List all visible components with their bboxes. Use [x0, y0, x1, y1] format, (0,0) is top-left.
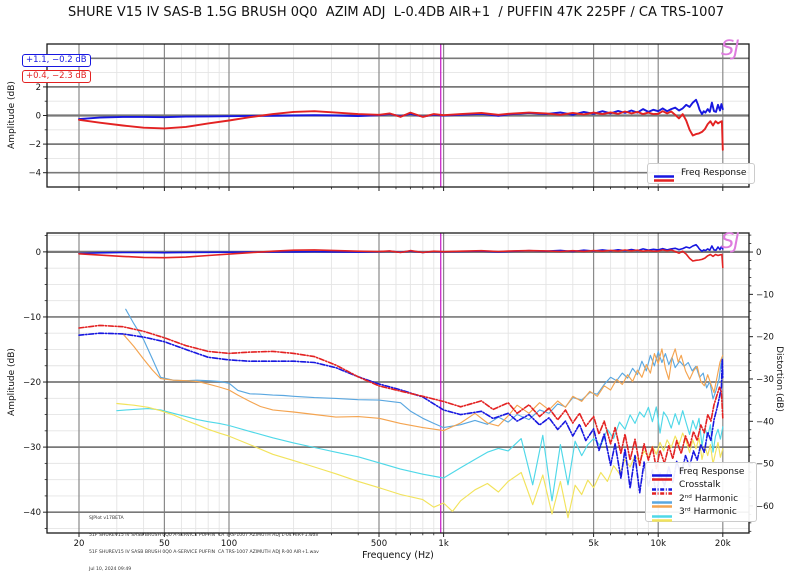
series-freq-response-r	[78, 110, 724, 151]
series-3rd-harmonic-l	[116, 406, 724, 502]
sj-watermark-top: SJ	[721, 36, 740, 60]
legend-swatch-freq-response-icon	[653, 168, 675, 182]
x-tick-label: 100	[221, 539, 237, 549]
legend-item-crosstalk: Crosstalk	[651, 479, 751, 495]
legend-item-freq-response: Freq Response	[651, 465, 751, 481]
footnote-block: SJPlot v17BETA 51F SHUREV15 IV SASB BRUS…	[89, 505, 319, 572]
y-tick-label-right: −40	[756, 417, 774, 427]
x-tick-label: 500	[371, 539, 387, 549]
x-tick-label: 5k	[588, 539, 598, 549]
series-group	[78, 243, 724, 519]
y-axis-label-distortion: Distortion (dB)	[774, 346, 784, 412]
legend-item-2nd-harmonic: 2ⁿᵈ Harmonic	[651, 492, 751, 508]
y-tick-label: −10	[23, 313, 41, 323]
y-tick-label: −30	[23, 443, 41, 453]
y-tick-label-right: −30	[756, 375, 774, 385]
y-tick-label-right: 0	[756, 248, 761, 258]
legend-label: Crosstalk	[679, 480, 721, 491]
legend-swatch-3rd-harmonic-icon	[651, 508, 673, 522]
legend-label: Freq Response	[679, 466, 745, 477]
chart-top: 420−2−4	[28, 43, 750, 191]
series-crosstalk-r	[78, 324, 724, 470]
x-axis-label-frequency: Frequency (Hz)	[362, 550, 434, 561]
x-tick-label: 10k	[650, 539, 666, 549]
series-group	[78, 98, 724, 151]
annotation-right-channel-range: +0.4, −2.3 dB	[22, 70, 91, 83]
sj-watermark-bottom: SJ	[721, 229, 740, 253]
footnote-file-left: 51F SHUREV15 IV SASB BRUSH 0Q0 A-SERVICE…	[89, 532, 319, 538]
series-freq-response-r	[78, 249, 724, 269]
series-2nd-harmonic-l	[125, 308, 724, 429]
y-axis-label-amplitude-bottom: Amplitude (dB)	[7, 348, 17, 416]
legend-swatch-freq-response-icon	[651, 467, 673, 481]
y-tick-label-right: −50	[756, 460, 774, 470]
series-2nd-harmonic-r	[122, 333, 724, 432]
footnote-date: Jul 10, 2024 09:49	[89, 566, 132, 572]
chart-title: SHURE V15 IV SAS-B 1.5G BRUSH 0Q0 AZIM A…	[67, 5, 724, 20]
x-tick-label: 20	[74, 539, 85, 549]
y-tick-label: −2	[28, 140, 41, 150]
legend-bottom-chart: Freq Response Crosstalk 2ⁿᵈ Harmonic 3ʳᵈ…	[645, 462, 757, 522]
plot-area-bottom[interactable]	[46, 232, 750, 534]
y-tick-label: 2	[36, 83, 41, 93]
legend-label: 3ʳᵈ Harmonic	[679, 507, 737, 518]
chart-bottom: 20 50 100 500 1k 5k 10k 20k 0 −10 −20 −30 −40 0 −10 −20…	[23, 232, 774, 549]
legend-item-freq-response: Freq Response	[653, 166, 749, 182]
legend-item-3rd-harmonic: 3ʳᵈ Harmonic	[651, 506, 751, 522]
y-axis-label-amplitude-top: Amplitude (dB)	[7, 81, 17, 149]
series-freq-response-l	[78, 98, 724, 121]
series-crosstalk-l	[78, 332, 724, 497]
x-tick-label: 20k	[715, 539, 731, 549]
y-tick-label-right: −60	[756, 502, 774, 512]
annotation-left-channel-range: +1.1, −0.2 dB	[22, 54, 91, 67]
y-tick-label: −4	[28, 169, 41, 179]
series-3rd-harmonic-r	[116, 402, 724, 519]
footnote-version: SJPlot v17BETA	[89, 516, 124, 522]
legend-swatch-2nd-harmonic-icon	[651, 494, 673, 508]
legend-label: 2ⁿᵈ Harmonic	[679, 493, 739, 504]
footnote-file-right: 51F SHUREV15 IV SASB BRUSH 0Q0 A-SERVICE…	[89, 549, 319, 555]
legend-label: Freq Response	[681, 167, 747, 178]
y-tick-label-right: −20	[756, 333, 774, 343]
x-tick-label: 1k	[438, 539, 448, 549]
legend-top-chart: Freq Response	[647, 163, 755, 184]
y-tick-label-right: −10	[756, 290, 774, 300]
y-tick-label: −20	[23, 378, 41, 388]
y-tick-label: 0	[36, 112, 41, 122]
y-tick-label: −40	[23, 508, 41, 518]
x-tick-label: 50	[159, 539, 170, 549]
legend-swatch-crosstalk-icon	[651, 481, 673, 495]
y-tick-label: 0	[36, 248, 41, 258]
